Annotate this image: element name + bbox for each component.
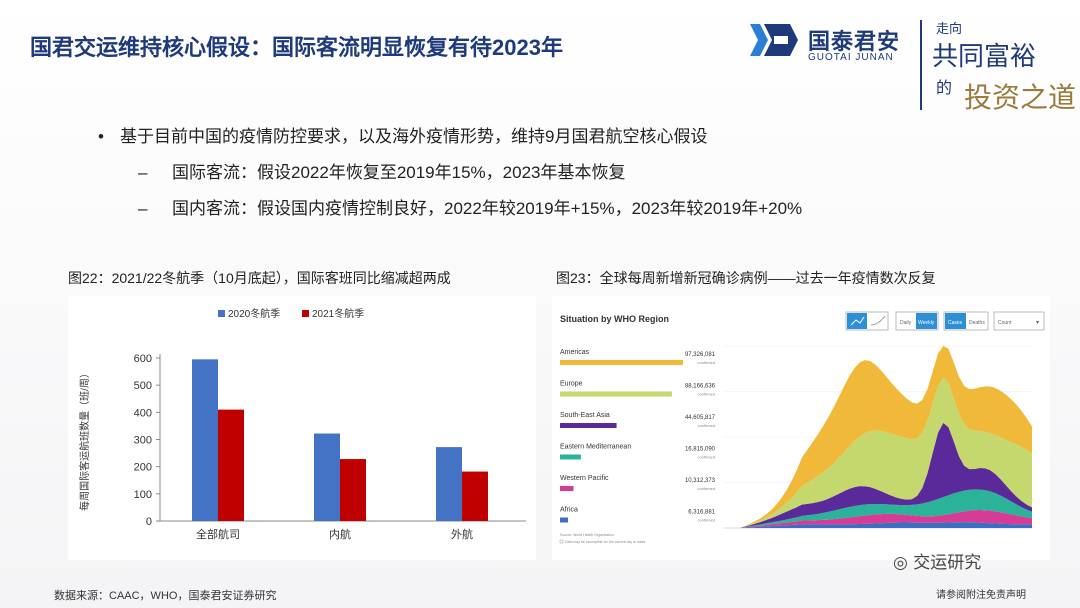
slogan-line-1: 走向	[936, 22, 963, 37]
wechat-label: 交运研究	[913, 553, 982, 573]
metric-select-value: Count	[998, 320, 1012, 326]
data-note: Data may be incomplete for the current d…	[565, 540, 646, 544]
y-tick-label: 200	[134, 462, 152, 474]
region-bar	[560, 391, 672, 397]
bar	[192, 359, 218, 521]
source-note-small: Source: World Health Organization	[560, 533, 614, 537]
slogan-line-3: 的	[936, 78, 953, 97]
region-unit: confirmed	[697, 423, 715, 428]
brand-name-cn: 国泰君安	[808, 29, 901, 54]
view-active	[945, 313, 966, 329]
sub-bullet-item: – 国际客流：假设2022年恢复至2019年15%，2023年基本恢复	[138, 158, 625, 183]
area-series	[724, 510, 1032, 528]
y-axis-label: 每周国际客运航班数量（班/周）	[78, 368, 91, 511]
region-bar	[560, 360, 683, 365]
bullet-marker: –	[138, 199, 148, 218]
curve-glyph-icon	[870, 315, 886, 326]
legend-label: 2021冬航季	[312, 307, 364, 320]
area-series	[724, 489, 1032, 528]
bar	[340, 459, 366, 521]
y-tick-label: 500	[134, 380, 152, 392]
sub-bullet-item: – 国内客流：假设国内疫情控制良好，2022年较2019年+15%，2023年较2…	[138, 194, 802, 219]
chevron-down-icon: ▾	[1036, 320, 1039, 326]
y-tick-label: 400	[134, 407, 152, 419]
area-series	[724, 346, 1032, 528]
y-tick-label: 0	[146, 516, 152, 528]
region-name: Africa	[560, 507, 578, 514]
bar	[462, 471, 488, 521]
bar	[436, 447, 462, 521]
region-unit: confirmed	[697, 455, 715, 460]
view-cases-label: Cases	[948, 320, 963, 326]
source-note: 数据来源：CAAC，WHO，国泰君安证券研究	[54, 590, 277, 602]
notice-icon	[559, 539, 564, 544]
y-tick-label: 600	[134, 353, 152, 365]
area-series	[724, 377, 1032, 528]
bullet-marker: –	[138, 163, 148, 182]
slogan: 走向 共同富裕 的 投资之道	[932, 18, 1076, 118]
bullet-item: • 基于目前中国的疫情防控要求，以及海外疫情形势，维持9月国君航空核心假设	[98, 122, 707, 147]
slide-title: 国君交运维持核心假设：国际客流明显恢复有待2023年	[30, 35, 563, 60]
region-value: 97,326,081	[685, 352, 716, 358]
region-unit: confirmed	[697, 360, 715, 365]
period-daily-label: Daily	[900, 320, 912, 326]
brand-divider	[920, 20, 922, 110]
brand-mark-icon	[750, 24, 798, 56]
disclaimer-footer: 请参阅附注免责声明	[936, 590, 1026, 601]
view-deaths-label: Deaths	[969, 320, 985, 326]
figure23-caption: 图23：全球每周新增新冠确诊病例——过去一年疫情数次反复	[556, 270, 936, 286]
area-series	[724, 422, 1032, 528]
bullet-marker: •	[98, 127, 104, 146]
period-weekly-label: Weekly	[918, 320, 935, 326]
y-tick-label: 300	[134, 435, 152, 447]
y-tick-label: 100	[134, 489, 152, 501]
legend-swatch	[218, 310, 225, 317]
region-bar	[560, 486, 574, 491]
bullet-text: 国际客流：假设2022年恢复至2019年15%，2023年基本恢复	[172, 163, 626, 182]
region-bar	[560, 517, 568, 523]
line-glyph-icon	[850, 316, 865, 326]
x-tick-label: 外航	[451, 527, 473, 541]
region-name: Europe	[560, 381, 583, 388]
region-unit: confirmed	[697, 518, 715, 523]
legend-swatch	[302, 310, 309, 317]
bullet-text: 国内客流：假设国内疫情控制良好，2022年较2019年+15%，2023年较20…	[172, 199, 803, 218]
bar	[218, 409, 244, 521]
bullet-text: 基于目前中国的疫情防控要求，以及海外疫情形势，维持9月国君航空核心假设	[120, 127, 708, 146]
region-value: 6,316,881	[688, 510, 715, 516]
x-tick-label: 全部航司	[196, 527, 240, 541]
brand-name-en: GUOTAI JUNAN	[808, 52, 894, 63]
region-value: 16,815,090	[685, 447, 716, 453]
metric-select	[993, 311, 1045, 331]
region-name: Eastern Mediterranean	[560, 444, 631, 451]
region-name: Americas	[560, 349, 590, 356]
region-name: Western Pacific	[560, 475, 609, 482]
region-bar	[560, 454, 581, 460]
bar	[314, 433, 340, 521]
region-bar	[560, 423, 617, 428]
region-unit: confirmed	[697, 392, 715, 397]
region-value: 10,312,373	[685, 478, 716, 484]
brand-logo: 国泰君安 GUOTAI JUNAN	[750, 20, 910, 64]
region-unit: confirmed	[697, 486, 715, 491]
who-cases-chart: Situation by WHO Region Daily Weekly Cases D…	[552, 296, 1050, 560]
area-series	[724, 522, 1032, 528]
figure22-caption: 图22：2021/22冬航季（10月底起），国际客班同比缩减超两成	[68, 270, 451, 286]
slogan-line-2: 共同富裕	[932, 42, 1037, 72]
period-active	[916, 313, 937, 329]
legend-label: 2020冬航季	[228, 307, 280, 320]
region-value: 44,605,817	[685, 415, 716, 421]
who-chart-title: Situation by WHO Region	[560, 314, 669, 324]
wechat-watermark: ◎ 交运研究	[893, 553, 982, 573]
region-name: South-East Asia	[560, 412, 610, 419]
region-value: 88,166,636	[685, 384, 716, 390]
slogan-line-4: 投资之道	[964, 81, 1077, 114]
bar-chart: 2020冬航季 2021冬航季 0 100 200 300 400 500 600 每周国际客运航…	[68, 296, 536, 560]
x-tick-label: 内航	[329, 527, 351, 541]
